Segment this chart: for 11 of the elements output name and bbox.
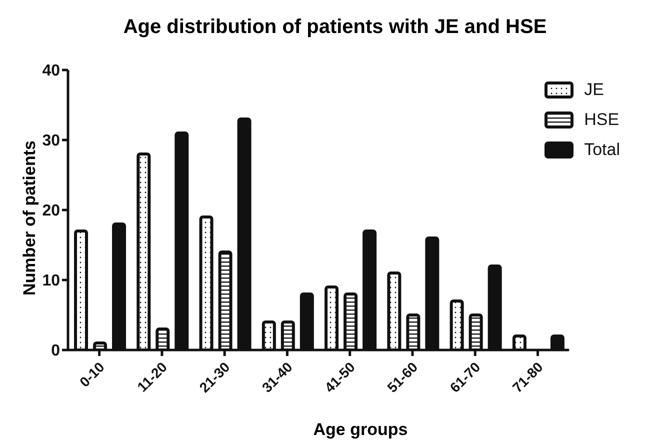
y-tick-label: 0 [51,342,60,360]
y-tick-label: 40 [42,62,60,80]
legend-label: JE [584,80,604,100]
y-axis-title: Number of patients [20,140,40,296]
x-axis-title: Age groups [312,420,409,440]
y-tick-label: 20 [42,202,60,220]
y-tick-label: 30 [42,132,60,150]
chart-title: Age distribution of patients with JE and HSE [122,16,548,39]
legend-label: Total [584,140,620,160]
legend-label: HSE [584,110,620,130]
y-tick-label: 10 [42,272,60,290]
